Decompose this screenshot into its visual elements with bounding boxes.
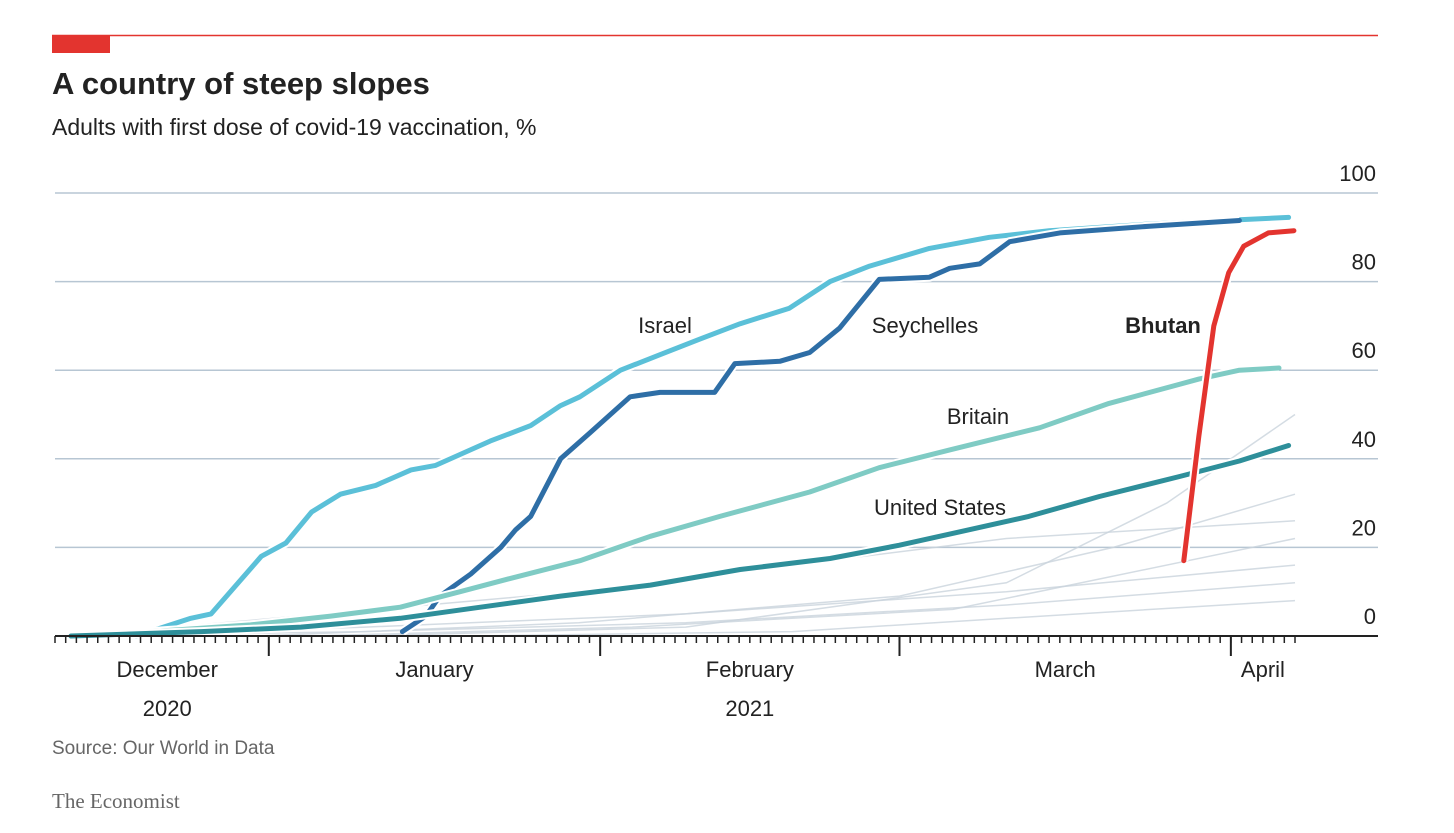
series-line — [68, 365, 1282, 639]
x-tick-label: March — [1035, 657, 1096, 682]
x-tick-label: January — [395, 657, 473, 682]
series-label: Seychelles — [872, 313, 978, 338]
brand-tag — [52, 35, 110, 53]
series-label: United States — [874, 495, 1006, 520]
chart-subtitle: Adults with first dose of covid-19 vacci… — [52, 114, 537, 140]
series-label: Bhutan — [1125, 313, 1201, 338]
chart-title: A country of steep slopes — [52, 66, 430, 101]
y-tick-label: 40 — [1352, 427, 1376, 452]
y-tick-label: 0 — [1364, 604, 1376, 629]
year-label: 2020 — [143, 696, 192, 721]
background-line — [258, 493, 1296, 637]
year-label: 2021 — [725, 696, 774, 721]
y-tick-label: 60 — [1352, 338, 1376, 363]
series-line-halo — [70, 441, 1290, 641]
series-line — [68, 443, 1292, 639]
series-line — [133, 214, 1292, 639]
series-label: Israel — [638, 313, 692, 338]
y-tick-label: 80 — [1352, 250, 1376, 275]
series-line — [399, 218, 1242, 635]
background-line — [364, 413, 1296, 637]
x-tick-label: February — [706, 657, 794, 682]
y-tick-label: 100 — [1339, 161, 1376, 186]
background-line — [311, 537, 1296, 637]
brand: The Economist — [52, 789, 180, 813]
series-line — [1181, 228, 1297, 564]
y-tick-label: 20 — [1352, 515, 1376, 540]
series-label: Britain — [947, 404, 1009, 429]
x-tick-label: December — [116, 657, 217, 682]
x-tick-label: April — [1241, 657, 1285, 682]
background-line — [471, 599, 1296, 637]
source: Source: Our World in Data — [52, 738, 275, 759]
